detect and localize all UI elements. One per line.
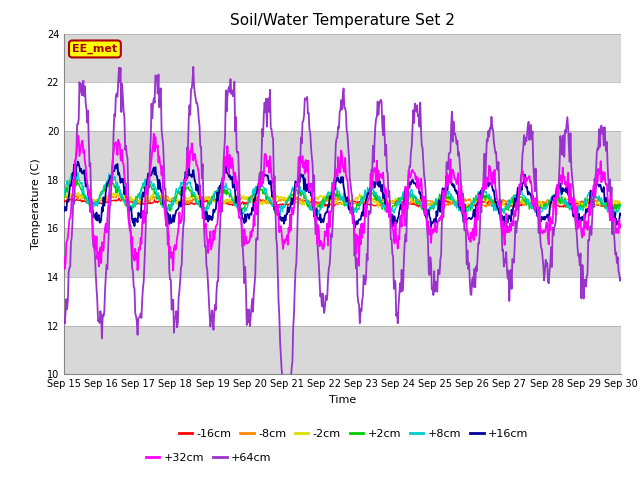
Bar [64,131,621,180]
Bar [64,180,621,228]
Y-axis label: Temperature (C): Temperature (C) [31,158,41,250]
Bar [64,82,621,131]
Bar [64,326,621,374]
X-axis label: Time: Time [329,395,356,405]
Text: EE_met: EE_met [72,44,118,54]
Legend: +32cm, +64cm: +32cm, +64cm [141,449,276,468]
Bar [64,34,621,82]
Bar [64,228,621,277]
Title: Soil/Water Temperature Set 2: Soil/Water Temperature Set 2 [230,13,455,28]
Bar [64,277,621,326]
